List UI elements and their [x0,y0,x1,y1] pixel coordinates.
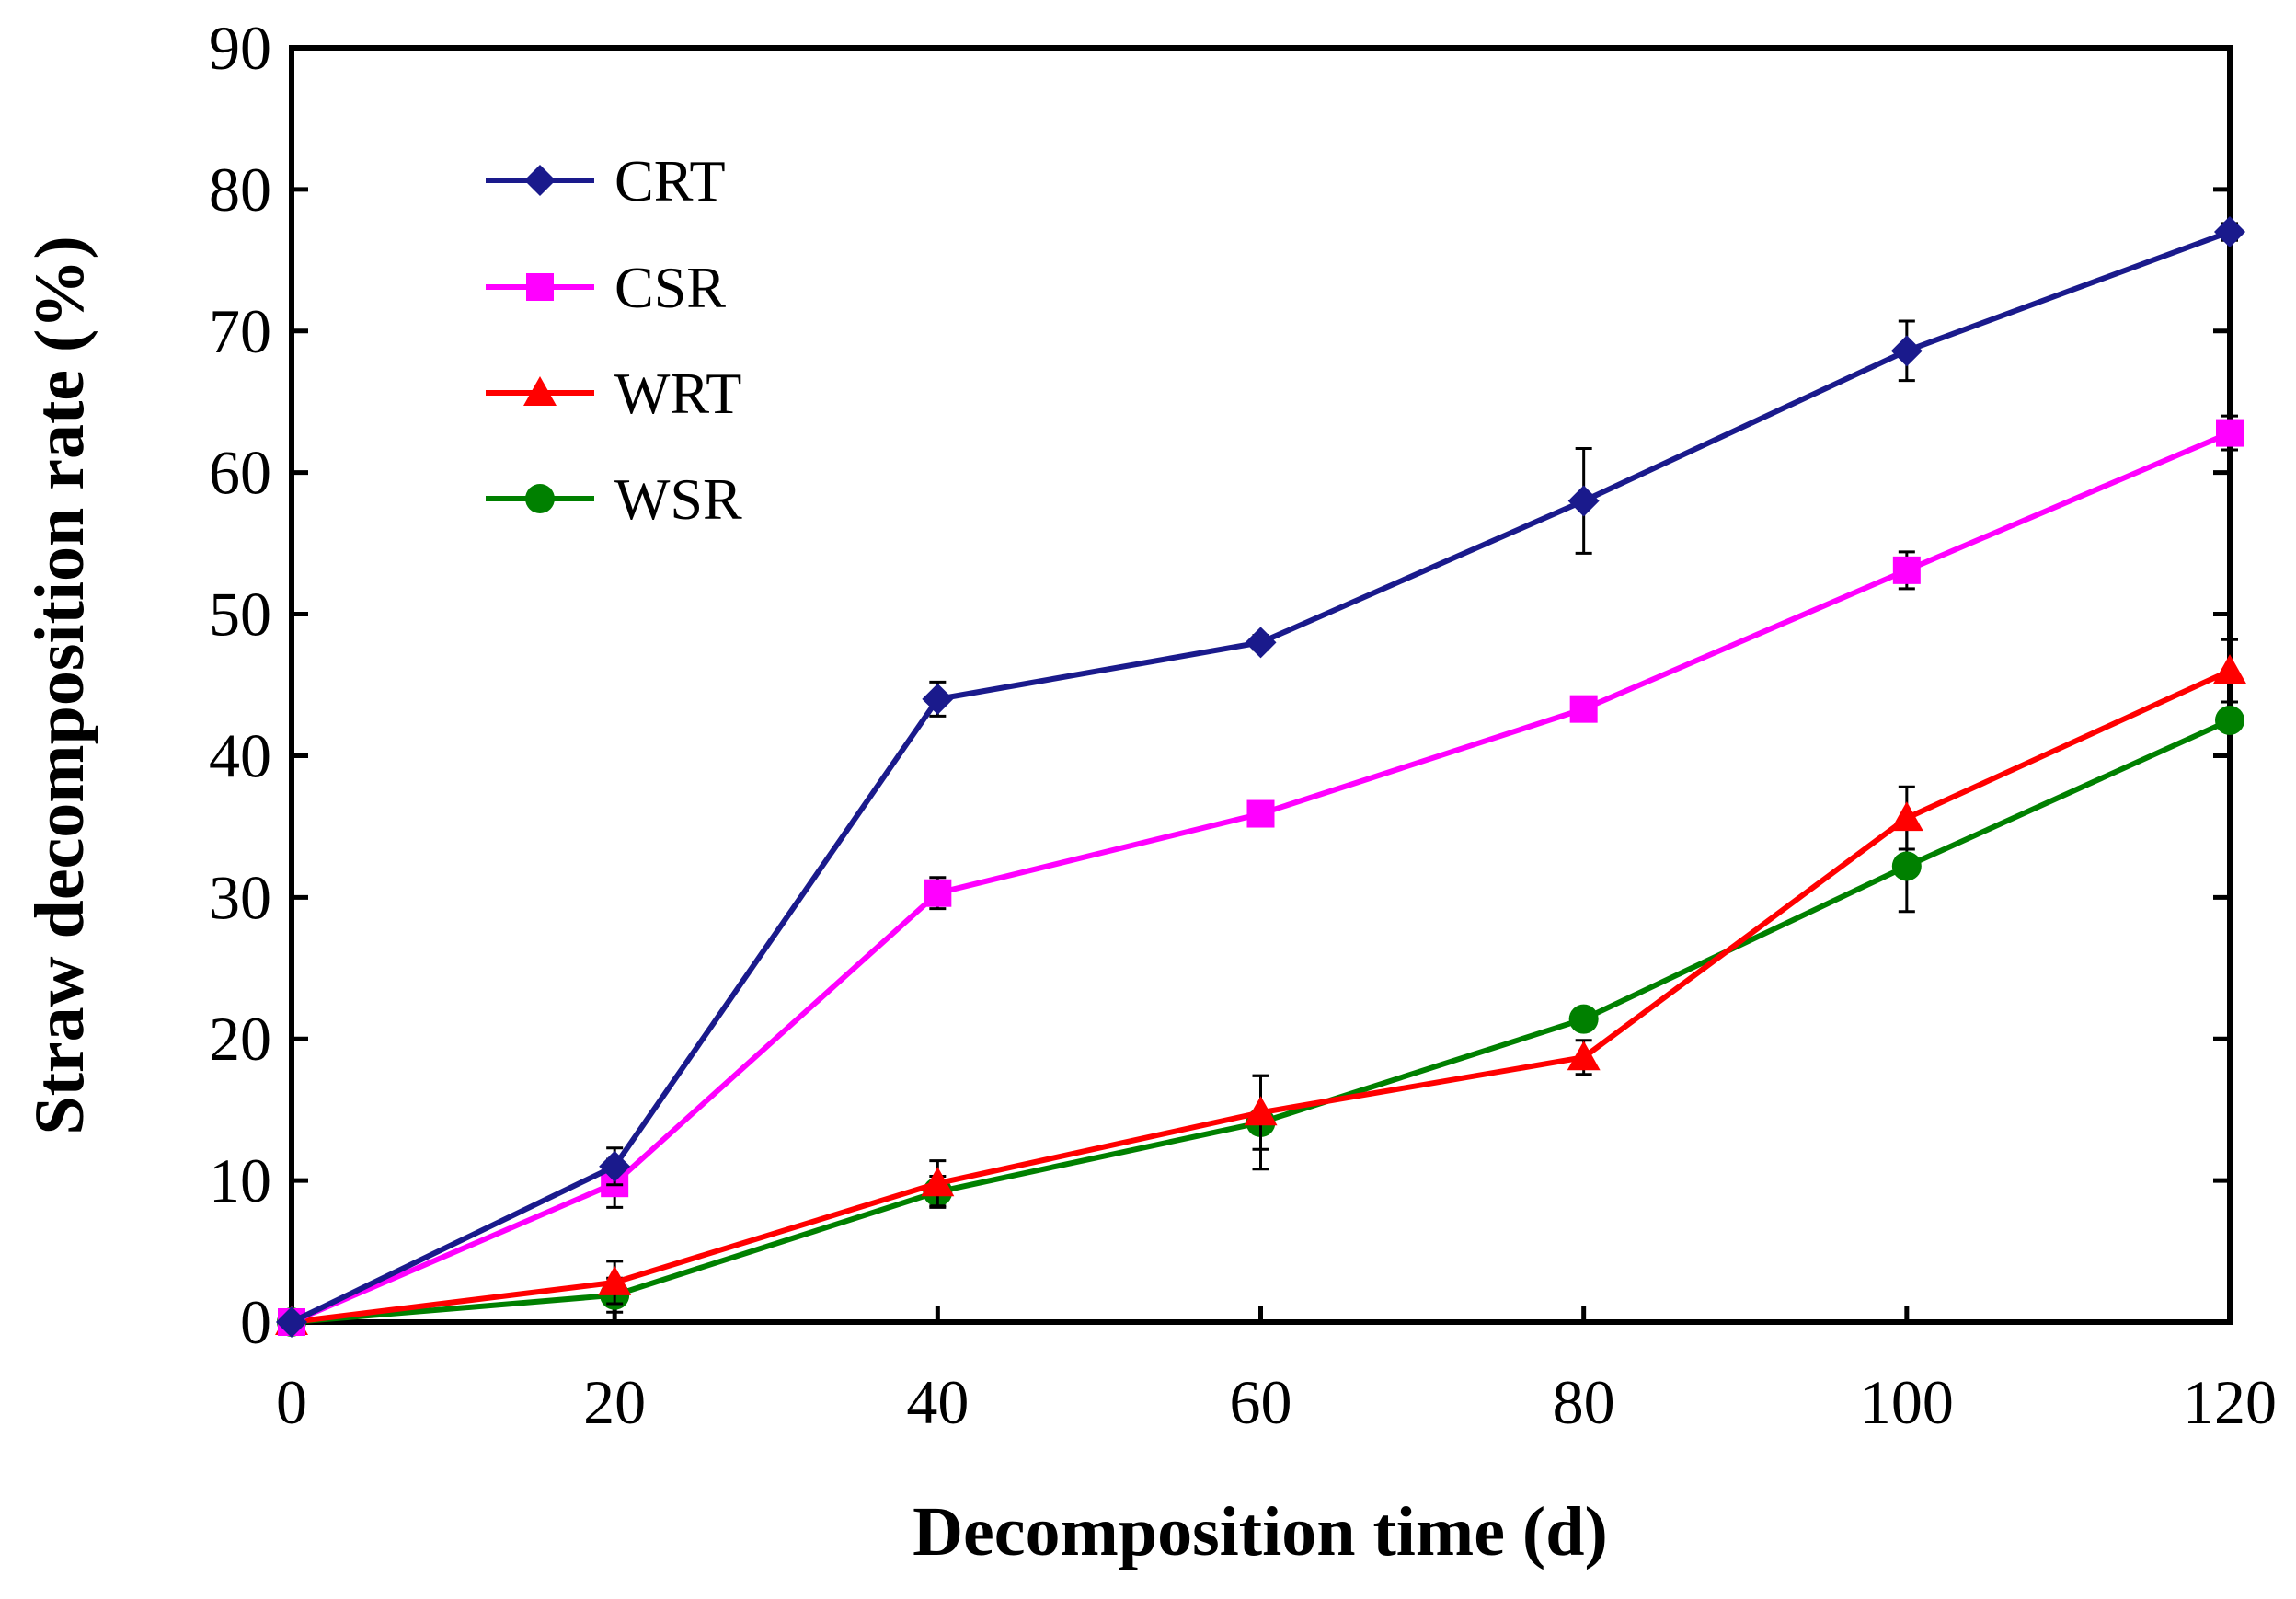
legend-marker [525,484,555,513]
legend-label: WRT [614,361,741,426]
y-tick-label: 0 [240,1287,271,1357]
legend-marker [526,273,554,301]
legend-item-csr: CSR [486,255,726,320]
y-tick-label: 60 [209,438,271,508]
data-point [1889,801,1923,832]
y-tick-label: 40 [209,720,271,790]
y-axis: 0 10 20 30 40 50 60 70 80 90 [209,13,2230,1357]
legend-marker [524,165,556,196]
data-point [1567,1041,1601,1071]
series-crt [276,216,2245,1338]
data-point [2214,216,2245,248]
data-point [1246,800,1275,828]
data-point [598,1265,632,1295]
series-layer [275,216,2246,1338]
x-tick-label: 40 [906,1367,969,1437]
data-point [276,1306,307,1338]
legend-label: CRT [614,148,726,213]
legend-item-crt: CRT [486,148,726,213]
x-tick-label: 60 [1230,1367,1292,1437]
legend-label: WSR [614,466,742,532]
data-point [2213,654,2246,684]
data-point [924,879,952,907]
series-csr [278,414,2244,1336]
data-point [1569,695,1598,723]
data-point [2216,419,2244,447]
x-tick-label: 20 [583,1367,646,1437]
legend-marker [523,376,557,406]
data-point [599,1150,631,1182]
y-tick-label: 20 [209,1004,271,1074]
data-point [2215,705,2244,735]
data-point [1244,1096,1278,1126]
y-tick-label: 30 [209,862,271,932]
data-point [1891,851,1922,881]
data-point [1892,556,1921,584]
x-axis-title: Decomposition time (d) [913,1493,1608,1570]
x-tick-label: 120 [2183,1367,2277,1437]
y-axis-title: Straw decomposition rate (%) [21,236,98,1134]
legend-label: CSR [614,255,726,320]
y-tick-label: 50 [209,580,271,650]
series-wrt [275,638,2246,1335]
series-line [291,668,2232,1325]
x-tick-label: 100 [1860,1367,1954,1437]
data-point [1568,1004,1599,1034]
series-line [290,430,2232,1325]
data-point [1890,335,1923,367]
legend-item-wsr: WSR [486,466,742,532]
data-point [1567,485,1600,517]
y-tick-label: 90 [209,13,271,83]
x-tick-label: 80 [1553,1367,1615,1437]
y-tick-label: 80 [209,155,271,224]
data-point [922,683,954,715]
x-axis: 0 20 40 60 80 100 120 [276,1306,2277,1437]
data-point [1245,627,1277,659]
data-point [921,1167,955,1197]
legend-item-wrt: WRT [486,361,741,426]
y-tick-label: 10 [209,1145,271,1215]
legend: CRT CSR WRT WSR [486,148,742,532]
y-tick-label: 70 [209,296,271,366]
x-tick-label: 0 [276,1367,307,1437]
